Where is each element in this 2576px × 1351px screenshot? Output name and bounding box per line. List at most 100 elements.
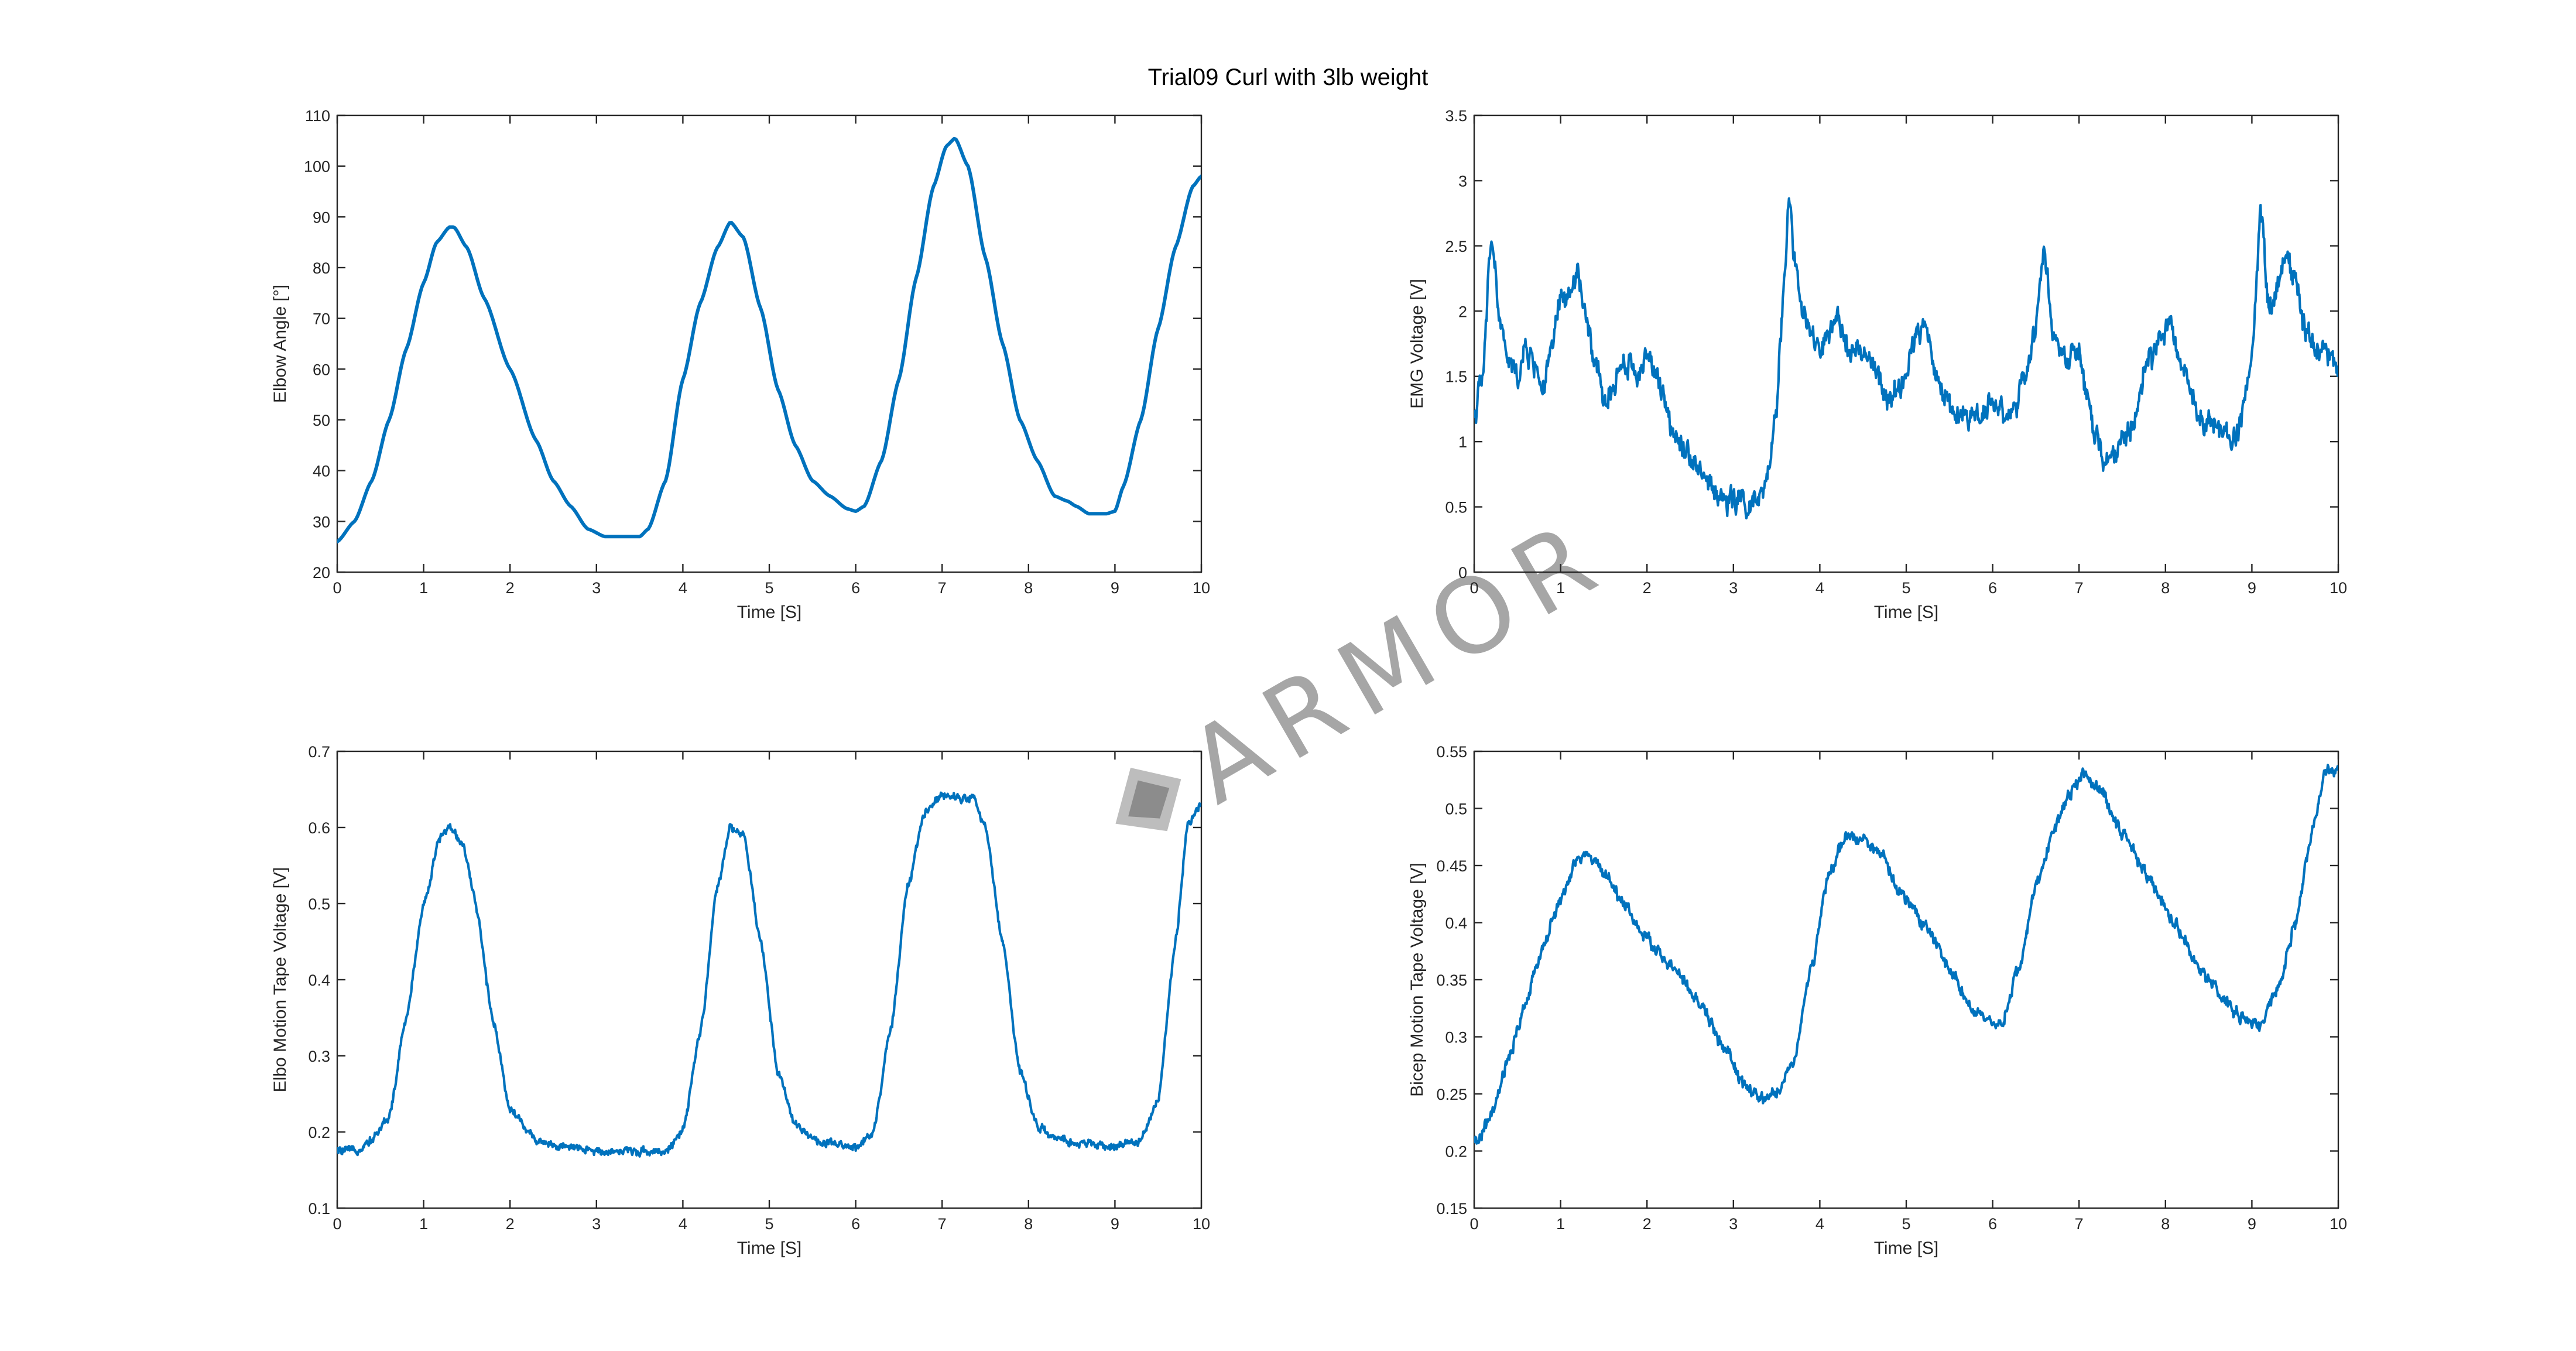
elbo-motion-tape-ytick-label: 0.6 (308, 819, 330, 837)
emg-voltage-xtick-label: 0 (1469, 579, 1478, 597)
emg-voltage-ytick-label: 1.5 (1445, 368, 1467, 386)
emg-voltage-xtick-label: 2 (1643, 579, 1652, 597)
elbow-angle-xtick-label: 8 (1024, 579, 1033, 597)
elbo-motion-tape-xtick-label: 3 (592, 1215, 601, 1233)
elbow-angle-xtick-label: 9 (1111, 579, 1119, 597)
bicep-motion-tape-ytick-label: 0.4 (1445, 915, 1467, 932)
elbow-angle-xlabel: Time [S] (737, 603, 802, 622)
emg-voltage-xtick-label: 7 (2075, 579, 2084, 597)
emg-voltage-ytick-label: 2 (1458, 303, 1467, 320)
bicep-motion-tape-ytick-label: 0.2 (1445, 1143, 1467, 1161)
elbow-angle-series-line (337, 136, 1201, 543)
bicep-motion-tape-xlabel: Time [S] (1874, 1239, 1939, 1258)
elbow-angle-xtick-label: 10 (1193, 579, 1210, 597)
bicep-motion-tape-xtick-label: 2 (1643, 1215, 1652, 1233)
bicep-motion-tape-xtick-label: 4 (1815, 1215, 1824, 1233)
armor-logo-facet (1128, 780, 1170, 819)
elbow-angle-ytick-label: 50 (313, 412, 330, 429)
bicep-motion-tape-ytick-label: 0.35 (1436, 972, 1467, 989)
elbow-angle-ytick-label: 70 (313, 310, 330, 328)
elbow-angle-xtick-label: 1 (419, 579, 428, 597)
emg-voltage-xtick-label: 4 (1815, 579, 1824, 597)
bicep-motion-tape-xtick-label: 7 (2075, 1215, 2084, 1233)
bicep-motion-tape-xtick-label: 6 (1988, 1215, 1997, 1233)
elbow-angle-ytick-label: 100 (304, 158, 330, 176)
bicep-motion-tape-plot: 0 1 2 3 4 5 6 7 8 9 10 0.15 0.2 0.25 0.3 0.35 0.4 0.45 0.5… (1407, 743, 2347, 1258)
elbo-motion-tape-xtick-label: 2 (506, 1215, 515, 1233)
bicep-motion-tape-ylabel: Bicep Motion Tape Voltage [V] (1407, 863, 1427, 1097)
emg-voltage-axes-box (1473, 114, 2339, 573)
elbo-motion-tape-xtick-label: 10 (1193, 1215, 1210, 1233)
emg-voltage-ytick-label: 2.5 (1445, 238, 1467, 255)
elbow-angle-ytick-label: 20 (313, 564, 330, 582)
emg-voltage-ytick-label: 1 (1458, 433, 1467, 451)
elbow-angle-ylabel: Elbow Angle [°] (270, 285, 290, 403)
elbow-angle-plot: 0 1 2 3 4 5 6 7 8 9 10 20 30 40 50 60 70 80 90 100 110 Time [… (270, 107, 1210, 622)
bicep-motion-tape-xtick-label: 5 (1902, 1215, 1910, 1233)
elbo-motion-tape-ytick-label: 0.3 (308, 1048, 330, 1065)
elbo-motion-tape-xtick-label: 6 (851, 1215, 860, 1233)
elbo-motion-tape-xlabel: Time [S] (737, 1239, 802, 1258)
elbo-motion-tape-xtick-label: 9 (1111, 1215, 1119, 1233)
elbo-motion-tape-xtick-label: 7 (938, 1215, 947, 1233)
elbo-motion-tape-series-line (337, 791, 1201, 1158)
emg-voltage-xtick-label: 8 (2161, 579, 2170, 597)
bicep-motion-tape-ytick-label: 0.15 (1436, 1200, 1467, 1217)
elbo-motion-tape-ytick-label: 0.1 (308, 1200, 330, 1217)
elbo-motion-tape-ytick-label: 0.4 (308, 972, 330, 989)
emg-voltage-xtick-label: 9 (2248, 579, 2256, 597)
elbow-angle-ytick-label: 110 (305, 107, 330, 125)
emg-voltage-series-line (1474, 197, 2338, 520)
elbo-motion-tape-xtick-label: 1 (419, 1215, 428, 1233)
armor-watermark: ARMOR (1115, 493, 1628, 832)
emg-voltage-ytick-label: 0.5 (1445, 499, 1467, 517)
bicep-motion-tape-ytick-label: 0.5 (1445, 801, 1467, 818)
elbow-angle-xtick-label: 4 (679, 579, 687, 597)
elbo-motion-tape-xtick-label: 0 (333, 1215, 341, 1233)
bicep-motion-tape-xtick-label: 10 (2330, 1215, 2347, 1233)
elbow-angle-xtick-label: 3 (592, 579, 601, 597)
elbow-angle-ytick-label: 90 (313, 208, 330, 226)
emg-voltage-xtick-label: 6 (1988, 579, 1997, 597)
bicep-motion-tape-ytick-label: 0.3 (1445, 1029, 1467, 1046)
elbow-angle-ytick-label: 60 (313, 361, 330, 378)
elbo-motion-tape-ytick-label: 0.5 (308, 895, 330, 913)
emg-voltage-ylabel: EMG Voltage [V] (1407, 279, 1427, 409)
elbow-angle-xtick-label: 6 (851, 579, 860, 597)
emg-voltage-xtick-label: 3 (1729, 579, 1738, 597)
bicep-motion-tape-ytick-label: 0.45 (1436, 857, 1467, 875)
emg-voltage-xtick-label: 1 (1556, 579, 1565, 597)
bicep-motion-tape-ytick-label: 0.25 (1436, 1086, 1467, 1103)
elbo-motion-tape-xtick-label: 4 (679, 1215, 687, 1233)
elbow-angle-xtick-label: 0 (333, 579, 341, 597)
elbow-angle-ytick-label: 40 (313, 463, 330, 480)
bicep-motion-tape-xtick-label: 3 (1729, 1215, 1738, 1233)
elbo-motion-tape-plot: 0 1 2 3 4 5 6 7 8 9 10 0.1 0.2 0.3 0.4 0.5 0.6 0.7 Time [S… (270, 743, 1210, 1258)
elbow-angle-ytick-label: 80 (313, 259, 330, 277)
elbo-motion-tape-ytick-label: 0.2 (308, 1124, 330, 1141)
emg-voltage-xtick-label: 5 (1902, 579, 1910, 597)
bicep-motion-tape-xtick-label: 8 (2161, 1215, 2170, 1233)
elbo-motion-tape-xtick-label: 5 (765, 1215, 773, 1233)
emg-voltage-xlabel: Time [S] (1874, 603, 1939, 622)
elbo-motion-tape-ylabel: Elbo Motion Tape Voltage [V] (270, 867, 290, 1093)
bicep-motion-tape-xtick-label: 0 (1469, 1215, 1478, 1233)
elbow-angle-xtick-label: 5 (765, 579, 773, 597)
elbo-motion-tape-xtick-label: 8 (1024, 1215, 1033, 1233)
bicep-motion-tape-ytick-label: 0.55 (1436, 743, 1467, 761)
elbow-angle-ytick-label: 30 (313, 513, 330, 531)
emg-voltage-ytick-label: 3 (1458, 172, 1467, 190)
figure-title: Trial09 Curl with 3lb weight (1148, 64, 1429, 90)
emg-voltage-ytick-label: 3.5 (1445, 107, 1467, 125)
bicep-motion-tape-xtick-label: 1 (1556, 1215, 1565, 1233)
emg-voltage-xtick-label: 10 (2330, 579, 2347, 597)
elbo-motion-tape-ytick-label: 0.7 (308, 743, 330, 761)
bicep-motion-tape-series-line (1474, 764, 2338, 1145)
emg-voltage-ytick-label: 0 (1458, 564, 1467, 582)
armor-watermark-text: ARMOR (1169, 493, 1628, 827)
elbow-angle-xtick-label: 7 (938, 579, 947, 597)
bicep-motion-tape-xtick-label: 9 (2248, 1215, 2256, 1233)
elbow-angle-xtick-label: 2 (506, 579, 515, 597)
emg-voltage-plot: 0 1 2 3 4 5 6 7 8 9 10 0 0.5 1 1.5 2 2.5 3 3.5 Time [S] EMG … (1407, 107, 2347, 622)
